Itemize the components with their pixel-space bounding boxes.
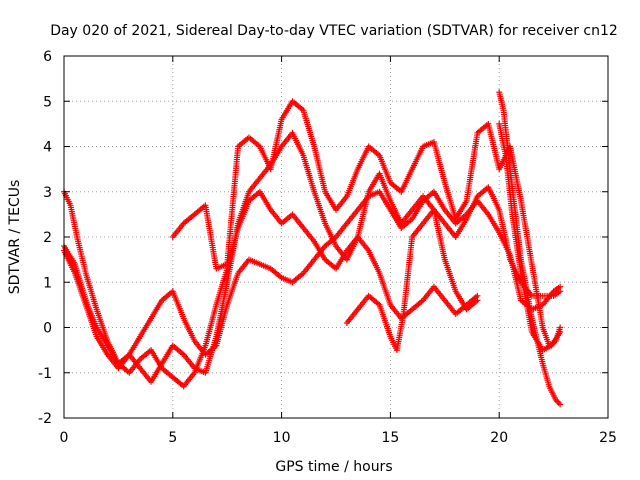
x-tick-label: 0: [60, 430, 69, 446]
x-tick-label: 5: [168, 430, 177, 446]
series-track-a: [61, 188, 564, 372]
y-tick-label: 0: [43, 321, 52, 337]
tick-labels: 0 5 10 15 20 25 -2 -1 0 1 2 3 4 5 6: [38, 49, 617, 446]
data-points: [61, 89, 564, 408]
y-axis-label: SDTVAR / TECUs: [7, 180, 23, 295]
chart-title: Day 020 of 2021, Sidereal Day-to-day VTE…: [50, 23, 618, 39]
series-track-d: [169, 98, 564, 349]
y-tick-label: 3: [43, 185, 52, 201]
x-axis-label: GPS time / hours: [275, 459, 392, 475]
x-tick-label: 20: [490, 430, 508, 446]
x-tick-label: 15: [381, 430, 399, 446]
axis-ticks: [63, 55, 609, 419]
series-track-c: [61, 129, 564, 385]
series-track-e: [343, 206, 481, 354]
y-tick-label: 4: [43, 140, 52, 156]
data-point: [557, 401, 564, 408]
y-tick-label: -2: [38, 411, 52, 427]
x-tick-label: 25: [599, 430, 617, 446]
data-point: [557, 329, 564, 336]
data-point: [557, 288, 564, 295]
y-tick-label: 5: [43, 94, 52, 110]
series-track-g: [496, 120, 564, 354]
x-tick-label: 10: [273, 430, 291, 446]
y-tick-label: -1: [38, 366, 52, 382]
y-tick-label: 1: [43, 275, 52, 291]
y-tick-label: 6: [43, 49, 52, 65]
y-tick-label: 2: [43, 230, 52, 246]
data-point: [474, 297, 481, 304]
